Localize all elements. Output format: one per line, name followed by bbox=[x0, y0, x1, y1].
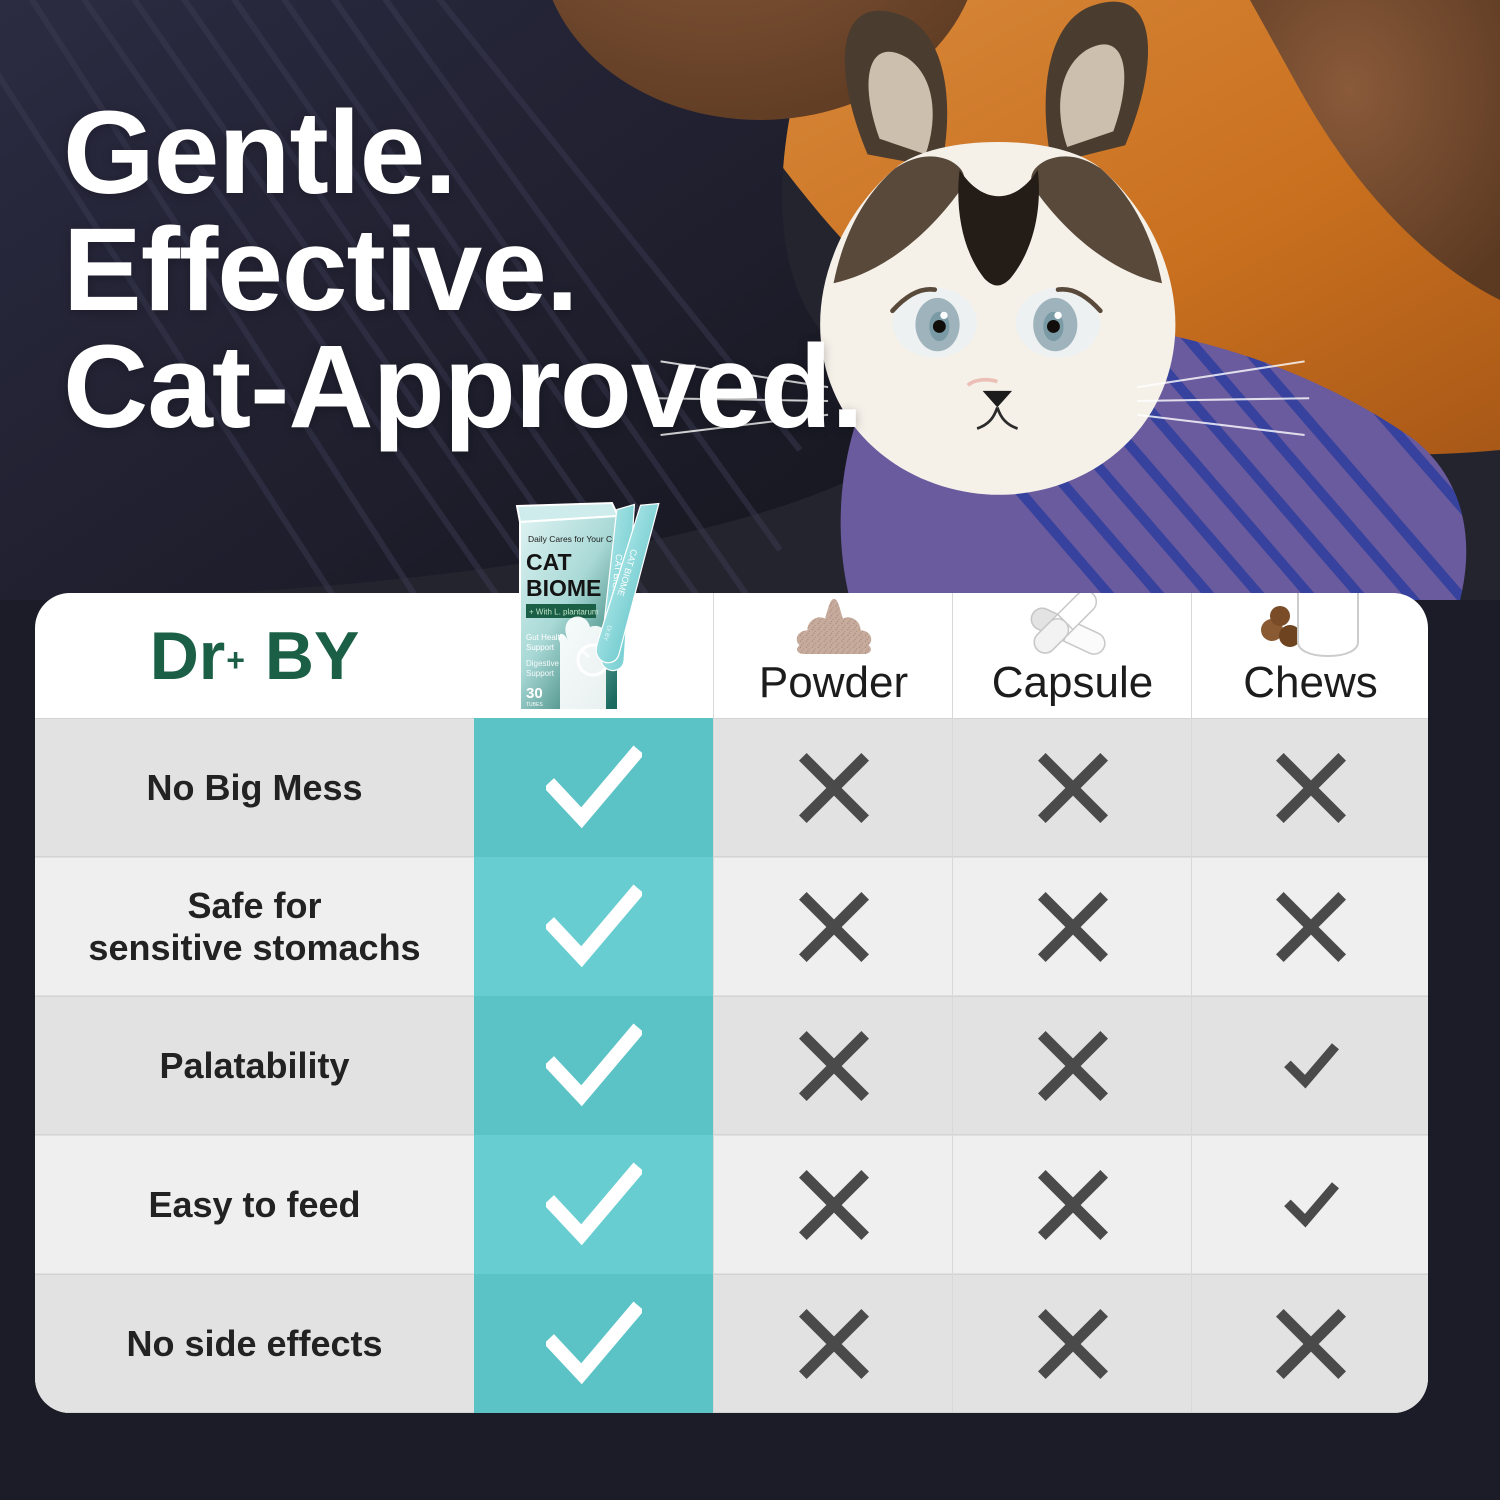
svg-text:CAT: CAT bbox=[526, 549, 572, 575]
svg-text:Gut Health: Gut Health bbox=[526, 633, 564, 642]
svg-text:+ With L. plantarum: + With L. plantarum bbox=[529, 608, 599, 617]
svg-text:Support: Support bbox=[526, 669, 555, 678]
svg-text:Digestive: Digestive bbox=[526, 659, 559, 668]
svg-text:TUBES: TUBES bbox=[526, 702, 543, 708]
svg-text:BIOME: BIOME bbox=[526, 575, 601, 601]
svg-text:Support: Support bbox=[526, 643, 555, 652]
svg-text:30: 30 bbox=[526, 685, 543, 702]
svg-text:Daily Cares for Your Cat: Daily Cares for Your Cat bbox=[528, 534, 620, 544]
